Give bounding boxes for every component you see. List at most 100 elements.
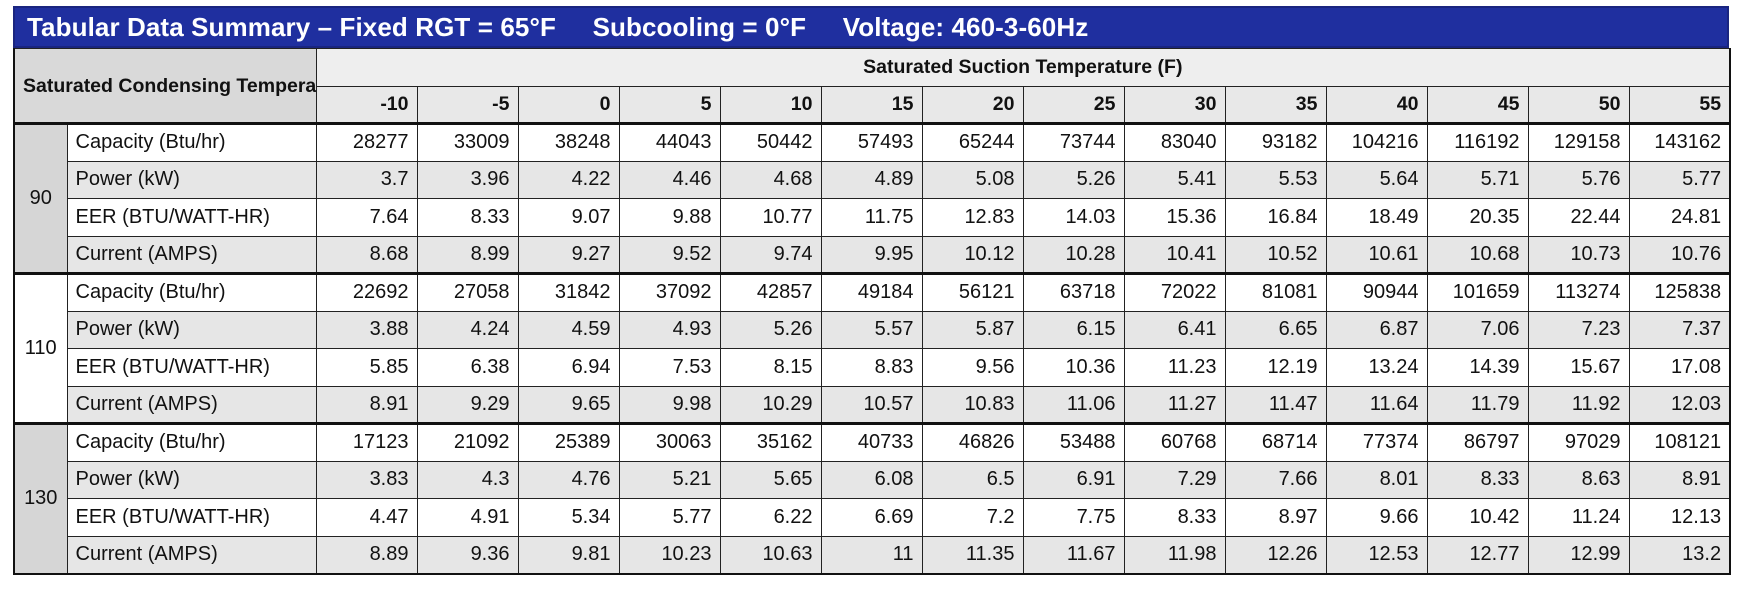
table-row: 130 Capacity (Btu/hr) 17123 21092 25389 30063… xyxy=(13,422,1731,574)
value-cell: 30063 xyxy=(618,422,721,462)
value-cell: 4.89 xyxy=(820,160,923,199)
row-label: Current (AMPS) xyxy=(66,235,317,274)
value-cell: 11.23 xyxy=(1123,348,1226,387)
column-header: 55 xyxy=(1628,85,1731,124)
value-cell: 6.5 xyxy=(921,460,1024,499)
row-label: EER (BTU/WATT-HR) xyxy=(66,198,317,237)
value-cell: 65244 xyxy=(921,122,1024,162)
value-cell: 22.44 xyxy=(1527,198,1630,237)
row-label: Current (AMPS) xyxy=(66,385,317,424)
value-cell: 5.77 xyxy=(618,498,721,537)
table-row: 110 Capacity (Btu/hr) 22692 27058 31842 37092… xyxy=(13,272,1731,424)
value-cell: 6.08 xyxy=(820,460,923,499)
table-row: Power (kW) 3.88 4.24 4.59 4.93 5.26 5.57 5.87 6.… xyxy=(14,310,1731,349)
table-row: Current (AMPS) 8.91 9.29 9.65 9.98 10.29 10.57… xyxy=(14,385,1731,424)
condensing-temp-cell: 110 xyxy=(13,272,68,424)
value-cell: 10.61 xyxy=(1325,235,1428,274)
value-cell: 10.23 xyxy=(618,535,721,574)
value-cell: 10.41 xyxy=(1123,235,1226,274)
value-cell: 14.39 xyxy=(1426,348,1529,387)
row-label: Power (kW) xyxy=(66,310,317,349)
table-row: Current (AMPS) 8.68 8.99 9.27 9.52 9.74 9.95 10… xyxy=(14,235,1731,274)
value-cell: 3.7 xyxy=(315,160,418,199)
value-cell: 50442 xyxy=(719,122,822,162)
value-cell: 6.22 xyxy=(719,498,822,537)
row-label: EER (BTU/WATT-HR) xyxy=(66,498,317,537)
value-cell: 143162 xyxy=(1628,122,1731,162)
value-cell: 5.77 xyxy=(1628,160,1731,199)
value-cell: 5.71 xyxy=(1426,160,1529,199)
value-cell: 9.27 xyxy=(517,235,620,274)
value-cell: 9.95 xyxy=(820,235,923,274)
value-cell: 10.28 xyxy=(1022,235,1125,274)
value-cell: 49184 xyxy=(820,272,923,312)
value-cell: 6.15 xyxy=(1022,310,1125,349)
value-cell: 11.64 xyxy=(1325,385,1428,424)
column-header: 30 xyxy=(1123,85,1226,124)
value-cell: 46826 xyxy=(921,422,1024,462)
value-cell: 7.06 xyxy=(1426,310,1529,349)
value-cell: 11.75 xyxy=(820,198,923,237)
value-cell: 97029 xyxy=(1527,422,1630,462)
column-header: -5 xyxy=(416,85,519,124)
value-cell: 6.94 xyxy=(517,348,620,387)
value-cell: 5.65 xyxy=(719,460,822,499)
value-cell: 37092 xyxy=(618,272,721,312)
value-cell: 20.35 xyxy=(1426,198,1529,237)
value-cell: 8.91 xyxy=(315,385,418,424)
value-cell: 11.67 xyxy=(1022,535,1125,574)
value-cell: 11.98 xyxy=(1123,535,1226,574)
value-cell: 9.66 xyxy=(1325,498,1428,537)
value-cell: 108121 xyxy=(1628,422,1731,462)
value-cell: 8.83 xyxy=(820,348,923,387)
value-cell: 9.52 xyxy=(618,235,721,274)
column-header: 5 xyxy=(618,85,721,124)
value-cell: 10.36 xyxy=(1022,348,1125,387)
value-cell: 53488 xyxy=(1022,422,1125,462)
value-cell: 5.21 xyxy=(618,460,721,499)
value-cell: 12.99 xyxy=(1527,535,1630,574)
value-cell: 11.92 xyxy=(1527,385,1630,424)
value-cell: 6.38 xyxy=(416,348,519,387)
title-subcooling: Subcooling = 0°F xyxy=(592,11,807,42)
value-cell: 5.87 xyxy=(921,310,1024,349)
column-header: 10 xyxy=(719,85,822,124)
value-cell: 11.79 xyxy=(1426,385,1529,424)
row-label: Capacity (Btu/hr) xyxy=(66,272,317,312)
value-cell: 5.57 xyxy=(820,310,923,349)
value-cell: 9.81 xyxy=(517,535,620,574)
value-cell: 9.56 xyxy=(921,348,1024,387)
value-cell: 8.63 xyxy=(1527,460,1630,499)
value-cell: 9.65 xyxy=(517,385,620,424)
column-header: 25 xyxy=(1022,85,1125,124)
row-label: Power (kW) xyxy=(66,460,317,499)
value-cell: 17123 xyxy=(315,422,418,462)
value-cell: 7.29 xyxy=(1123,460,1226,499)
column-header: -10 xyxy=(315,85,418,124)
data-table: Saturated Condensing Temperature (F) Sat… xyxy=(13,48,1732,575)
value-cell: 33009 xyxy=(416,122,519,162)
value-cell: 8.01 xyxy=(1325,460,1428,499)
column-header: 45 xyxy=(1426,85,1529,124)
column-header: 40 xyxy=(1325,85,1428,124)
value-cell: 13.24 xyxy=(1325,348,1428,387)
data-sheet: Tabular Data Summary – Fixed RGT = 65°F … xyxy=(13,6,1732,575)
value-cell: 10.52 xyxy=(1224,235,1327,274)
value-cell: 12.83 xyxy=(921,198,1024,237)
value-cell: 17.08 xyxy=(1628,348,1731,387)
value-cell: 12.26 xyxy=(1224,535,1327,574)
title-bar: Tabular Data Summary – Fixed RGT = 65°F … xyxy=(13,6,1729,48)
value-cell: 44043 xyxy=(618,122,721,162)
value-cell: 4.47 xyxy=(315,498,418,537)
table-row: Current (AMPS) 8.89 9.36 9.81 10.23 10.63 11 11… xyxy=(14,535,1731,574)
value-cell: 6.87 xyxy=(1325,310,1428,349)
value-cell: 9.88 xyxy=(618,198,721,237)
value-cell: 7.2 xyxy=(921,498,1024,537)
value-cell: 25389 xyxy=(517,422,620,462)
suction-temp-header: Saturated Suction Temperature (F) xyxy=(315,48,1731,87)
value-cell: 7.64 xyxy=(315,198,418,237)
value-cell: 15.36 xyxy=(1123,198,1226,237)
value-cell: 6.91 xyxy=(1022,460,1125,499)
value-cell: 6.69 xyxy=(820,498,923,537)
value-cell: 7.37 xyxy=(1628,310,1731,349)
